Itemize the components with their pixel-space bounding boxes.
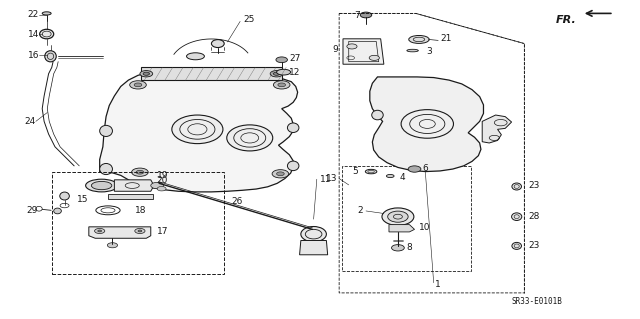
Text: 5: 5 bbox=[353, 167, 358, 176]
Text: 23: 23 bbox=[528, 181, 540, 190]
Text: 1: 1 bbox=[435, 279, 441, 288]
Circle shape bbox=[130, 81, 147, 89]
Circle shape bbox=[270, 70, 283, 77]
Circle shape bbox=[151, 182, 164, 189]
Ellipse shape bbox=[301, 226, 326, 242]
Circle shape bbox=[98, 230, 102, 232]
Text: 18: 18 bbox=[135, 206, 147, 215]
Text: 16: 16 bbox=[28, 51, 39, 60]
Ellipse shape bbox=[45, 51, 56, 62]
Ellipse shape bbox=[365, 169, 377, 174]
Circle shape bbox=[132, 168, 148, 176]
Circle shape bbox=[276, 172, 284, 176]
Circle shape bbox=[108, 243, 118, 248]
Ellipse shape bbox=[407, 49, 419, 52]
Text: 6: 6 bbox=[422, 164, 428, 173]
Ellipse shape bbox=[42, 12, 51, 15]
Ellipse shape bbox=[186, 53, 204, 60]
Circle shape bbox=[136, 170, 144, 174]
Text: 8: 8 bbox=[406, 243, 412, 252]
Polygon shape bbox=[108, 195, 153, 199]
Circle shape bbox=[392, 245, 404, 251]
Polygon shape bbox=[89, 227, 151, 238]
Circle shape bbox=[135, 228, 145, 234]
Polygon shape bbox=[343, 39, 384, 64]
Text: 4: 4 bbox=[399, 173, 405, 182]
Bar bbox=[52, 172, 224, 274]
Polygon shape bbox=[100, 70, 298, 192]
Ellipse shape bbox=[40, 29, 54, 39]
Ellipse shape bbox=[100, 125, 113, 137]
Text: 25: 25 bbox=[243, 15, 255, 24]
Circle shape bbox=[134, 83, 142, 87]
Bar bbox=[342, 167, 471, 271]
Ellipse shape bbox=[287, 161, 299, 171]
Ellipse shape bbox=[287, 123, 299, 132]
Text: 7: 7 bbox=[354, 11, 360, 20]
Text: 15: 15 bbox=[77, 195, 89, 204]
Ellipse shape bbox=[54, 208, 61, 214]
Text: 9: 9 bbox=[332, 45, 338, 54]
Circle shape bbox=[369, 55, 380, 60]
Circle shape bbox=[95, 228, 105, 234]
Text: 14: 14 bbox=[28, 30, 39, 39]
Text: 28: 28 bbox=[528, 211, 540, 220]
Ellipse shape bbox=[60, 192, 69, 200]
Ellipse shape bbox=[211, 40, 224, 48]
Text: 29: 29 bbox=[26, 206, 38, 215]
Circle shape bbox=[278, 83, 285, 87]
Circle shape bbox=[143, 72, 150, 75]
Ellipse shape bbox=[86, 179, 118, 192]
Text: 24: 24 bbox=[24, 117, 36, 126]
Polygon shape bbox=[482, 115, 511, 143]
Text: 2: 2 bbox=[358, 206, 364, 215]
Polygon shape bbox=[300, 241, 328, 255]
Text: 21: 21 bbox=[440, 34, 451, 43]
Circle shape bbox=[273, 72, 280, 75]
Ellipse shape bbox=[276, 69, 291, 75]
Ellipse shape bbox=[382, 208, 414, 226]
Text: SR33-E0101B: SR33-E0101B bbox=[512, 297, 563, 306]
Text: 11: 11 bbox=[320, 175, 332, 184]
Ellipse shape bbox=[387, 174, 394, 178]
Circle shape bbox=[140, 70, 153, 77]
Circle shape bbox=[347, 44, 357, 49]
Circle shape bbox=[157, 187, 166, 191]
Text: 22: 22 bbox=[28, 11, 39, 19]
Ellipse shape bbox=[512, 183, 522, 190]
Polygon shape bbox=[115, 180, 154, 191]
Ellipse shape bbox=[227, 125, 273, 151]
Text: FR.: FR. bbox=[556, 15, 576, 25]
Text: 12: 12 bbox=[289, 68, 301, 77]
Text: 26: 26 bbox=[231, 197, 243, 206]
Text: 23: 23 bbox=[528, 241, 540, 250]
Circle shape bbox=[273, 81, 290, 89]
Text: 17: 17 bbox=[157, 227, 169, 236]
Ellipse shape bbox=[388, 211, 408, 222]
Ellipse shape bbox=[100, 163, 113, 174]
Text: 13: 13 bbox=[326, 174, 337, 183]
Circle shape bbox=[138, 230, 142, 232]
Ellipse shape bbox=[172, 115, 223, 144]
Ellipse shape bbox=[512, 242, 522, 249]
Text: 20: 20 bbox=[157, 176, 168, 185]
Text: 3: 3 bbox=[426, 47, 432, 56]
Polygon shape bbox=[141, 67, 282, 80]
Ellipse shape bbox=[511, 213, 522, 220]
Ellipse shape bbox=[372, 110, 383, 120]
Polygon shape bbox=[370, 77, 483, 172]
Ellipse shape bbox=[92, 182, 112, 190]
Polygon shape bbox=[389, 225, 415, 232]
Circle shape bbox=[360, 12, 372, 18]
Ellipse shape bbox=[409, 35, 429, 43]
Text: 27: 27 bbox=[289, 54, 301, 63]
Text: 10: 10 bbox=[419, 223, 431, 232]
Text: 19: 19 bbox=[157, 171, 168, 180]
Circle shape bbox=[408, 166, 421, 172]
Circle shape bbox=[272, 170, 289, 178]
Circle shape bbox=[276, 57, 287, 63]
